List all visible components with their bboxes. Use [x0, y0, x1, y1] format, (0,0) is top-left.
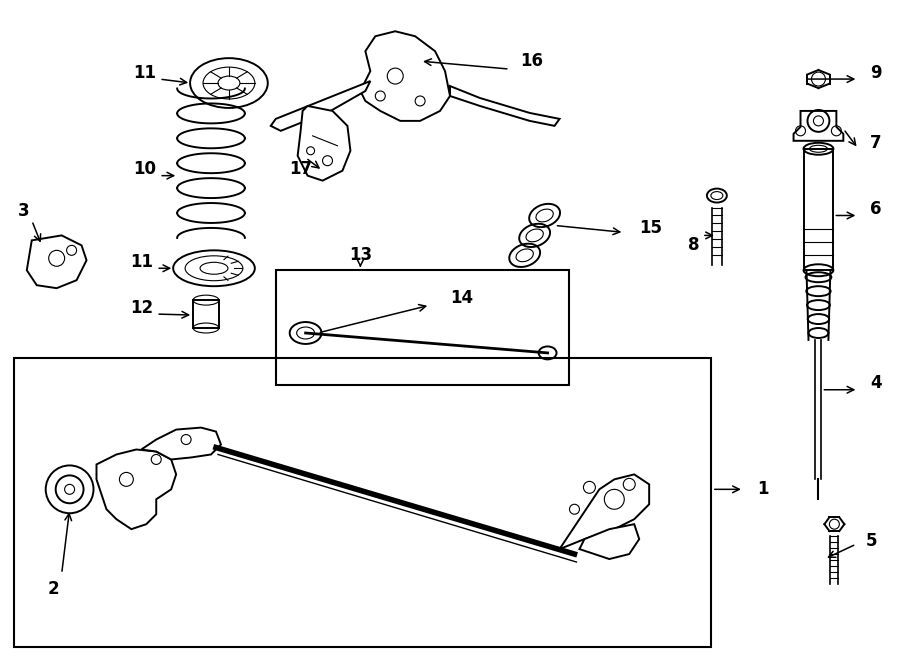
Text: 16: 16: [519, 52, 543, 70]
Text: 10: 10: [133, 160, 156, 178]
Text: 5: 5: [866, 532, 878, 550]
Bar: [275, 270, 570, 385]
Polygon shape: [271, 81, 370, 131]
Text: 13: 13: [349, 247, 372, 264]
Polygon shape: [298, 106, 350, 180]
Polygon shape: [360, 31, 450, 121]
Text: 1: 1: [757, 481, 769, 498]
Text: 17: 17: [289, 160, 312, 178]
Text: 15: 15: [639, 219, 662, 237]
Bar: [14, 358, 711, 646]
Text: 11: 11: [130, 253, 153, 271]
Polygon shape: [580, 524, 639, 559]
Text: 6: 6: [870, 200, 882, 217]
Text: 14: 14: [450, 289, 473, 307]
Text: 9: 9: [870, 64, 882, 82]
Bar: [804, 149, 833, 270]
Text: 8: 8: [688, 237, 699, 254]
Polygon shape: [794, 111, 843, 141]
Polygon shape: [560, 475, 649, 549]
Text: 7: 7: [870, 134, 882, 152]
Bar: [194, 300, 219, 328]
Polygon shape: [96, 449, 176, 529]
Text: 2: 2: [48, 580, 59, 598]
Text: 3: 3: [18, 202, 30, 219]
Polygon shape: [27, 235, 86, 288]
Polygon shape: [450, 86, 560, 126]
Text: 12: 12: [130, 299, 153, 317]
Text: 4: 4: [870, 373, 882, 392]
Polygon shape: [141, 428, 221, 459]
Text: 11: 11: [133, 64, 156, 82]
